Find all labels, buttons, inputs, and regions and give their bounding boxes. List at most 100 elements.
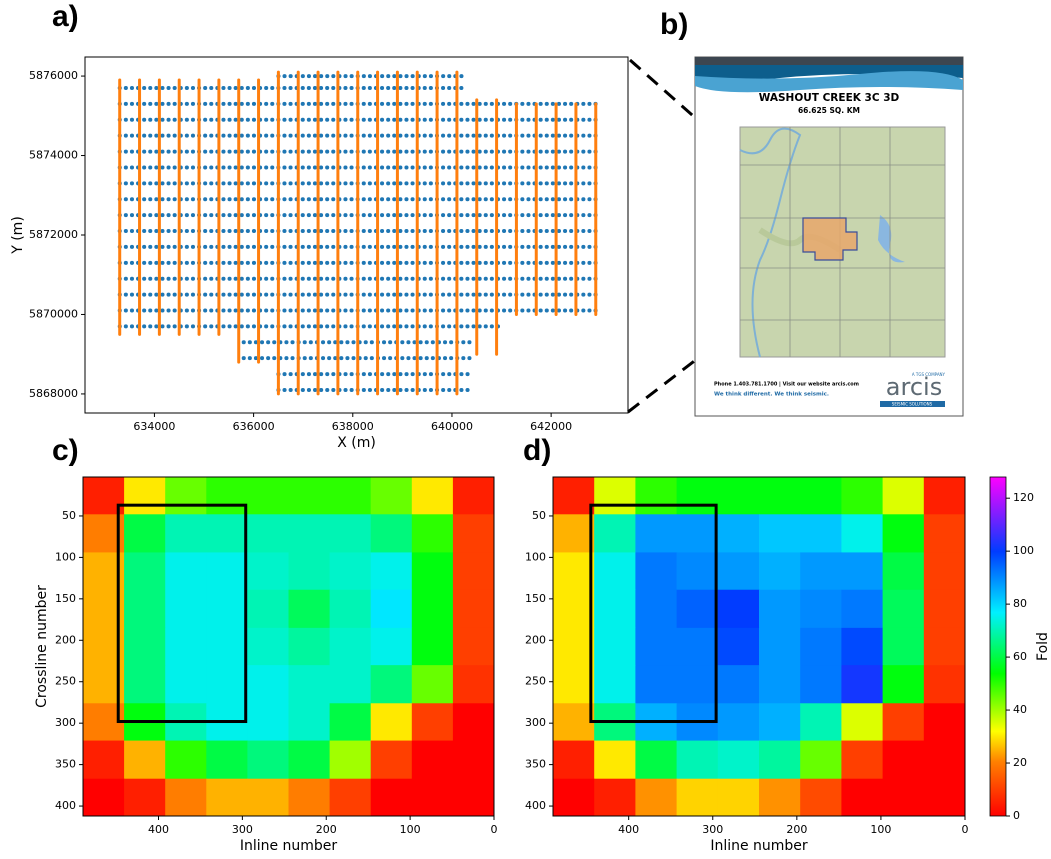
heat-cell <box>206 665 248 704</box>
doc-slogan: We think different. We think seismic. <box>714 392 829 398</box>
heat-cell <box>288 703 331 742</box>
heat-cell <box>841 589 884 629</box>
heat-cell <box>329 627 372 666</box>
heat-cell <box>165 740 207 780</box>
heat-cell <box>800 514 842 553</box>
heat-cell <box>288 740 331 780</box>
heat-cell <box>717 740 760 780</box>
heat-cell <box>206 627 248 666</box>
heat-cell <box>594 627 636 666</box>
y-tick-label: 350 <box>525 758 546 771</box>
heat-cell <box>717 778 760 816</box>
plot-area <box>117 70 603 396</box>
heat-cell <box>635 627 678 666</box>
heat-cell <box>411 627 454 666</box>
heat-cell <box>411 589 454 629</box>
x-tick-label: 100 <box>870 823 891 836</box>
heat-cell <box>923 589 965 629</box>
heat-cell <box>452 589 494 629</box>
heat-cell <box>676 477 719 515</box>
heat-cell <box>247 665 289 704</box>
heat-cell <box>553 514 595 553</box>
x-tick-label: 400 <box>148 823 169 836</box>
heat-cell <box>759 589 801 629</box>
heat-cell <box>759 778 801 816</box>
x-axis-title: X (m) <box>337 435 376 451</box>
heat-cell <box>676 740 719 780</box>
x-tick-label: 0 <box>491 823 498 836</box>
heat-cell <box>329 589 372 629</box>
heat-cell <box>124 778 166 816</box>
heat-cell <box>206 514 248 553</box>
heat-cell <box>124 665 166 704</box>
y-tick-label: 150 <box>55 592 76 605</box>
y-axis-title: Crossline number <box>34 585 50 708</box>
heat-cell <box>594 514 636 553</box>
heat-cell <box>759 477 801 515</box>
y-tick-label: 100 <box>55 550 76 563</box>
heat-cell <box>370 740 413 780</box>
heat-cell <box>717 514 760 553</box>
document: WASHOUT CREEK 3C 3D 66.625 SQ. KM Phone … <box>694 56 964 417</box>
panel-label: b) <box>660 8 688 41</box>
panel: 634000 636000 638000 640000 642000 5868000 587… <box>10 56 629 451</box>
x-tick-label: 0 <box>962 823 969 836</box>
heat-cell <box>370 589 413 629</box>
heat-cell <box>329 703 372 742</box>
heat-cell <box>329 552 372 591</box>
heat-cell <box>370 514 413 553</box>
heat-cell <box>841 477 884 515</box>
heat-cell <box>165 589 207 629</box>
doc-subtitle: 66.625 SQ. KM <box>798 106 860 115</box>
heat-cell <box>370 778 413 816</box>
heat-cell <box>288 778 331 816</box>
x-tick-label: 634000 <box>133 420 175 433</box>
y-tick-label: 250 <box>525 675 546 688</box>
heat-cell <box>206 778 248 816</box>
heat-cell <box>411 778 454 816</box>
x-tick-label: 200 <box>316 823 337 836</box>
y-tick-label: 300 <box>525 716 546 729</box>
y-tick-label: 200 <box>525 633 546 646</box>
axes-frame <box>552 476 966 817</box>
x-tick-label: 638000 <box>332 420 374 433</box>
axes-frame <box>82 476 495 817</box>
heat-cell <box>329 778 372 816</box>
heat-cell <box>882 778 925 816</box>
x-tick-label: 400 <box>618 823 639 836</box>
x-tick-label: 642000 <box>530 420 572 433</box>
heat-cell <box>635 665 678 704</box>
y-tick-label: 150 <box>525 592 546 605</box>
x-tick-label: 300 <box>232 823 253 836</box>
heat-cell <box>553 778 595 816</box>
heat-cell <box>882 665 925 704</box>
heat-cell <box>759 552 801 591</box>
colorbar-tick-label: 120 <box>1013 491 1034 504</box>
heat-cell <box>759 627 801 666</box>
doc-logo-sub: SEISMIC SOLUTIONS <box>892 402 933 407</box>
heat-cell <box>635 740 678 780</box>
heat-cell <box>452 703 494 742</box>
y-tick-label: 250 <box>55 675 76 688</box>
heat-cell <box>676 589 719 629</box>
x-tick-label: 640000 <box>431 420 473 433</box>
y-tick-label: 5874000 <box>29 149 78 162</box>
heat-cell <box>923 703 965 742</box>
heat-cell <box>411 665 454 704</box>
heat-cell <box>247 778 289 816</box>
colorbar-tick-label: 20 <box>1013 756 1027 769</box>
heat-cell <box>594 740 636 780</box>
y-tick-label: 50 <box>532 509 546 522</box>
heat-cell <box>452 627 494 666</box>
heat-cell <box>370 627 413 666</box>
heat-cell <box>676 778 719 816</box>
heat-cell <box>452 740 494 780</box>
heat-cell <box>717 703 760 742</box>
y-axis-title: Y (m) <box>10 216 26 255</box>
heat-cell <box>594 665 636 704</box>
heat-cell <box>635 552 678 591</box>
heat-cell <box>923 552 965 591</box>
heat-cell <box>800 740 842 780</box>
heat-cell <box>124 514 166 553</box>
panel: 0 20 40 60 80 100 120 Fold 400 300 200 100 0 50 100 150… <box>525 476 1051 854</box>
